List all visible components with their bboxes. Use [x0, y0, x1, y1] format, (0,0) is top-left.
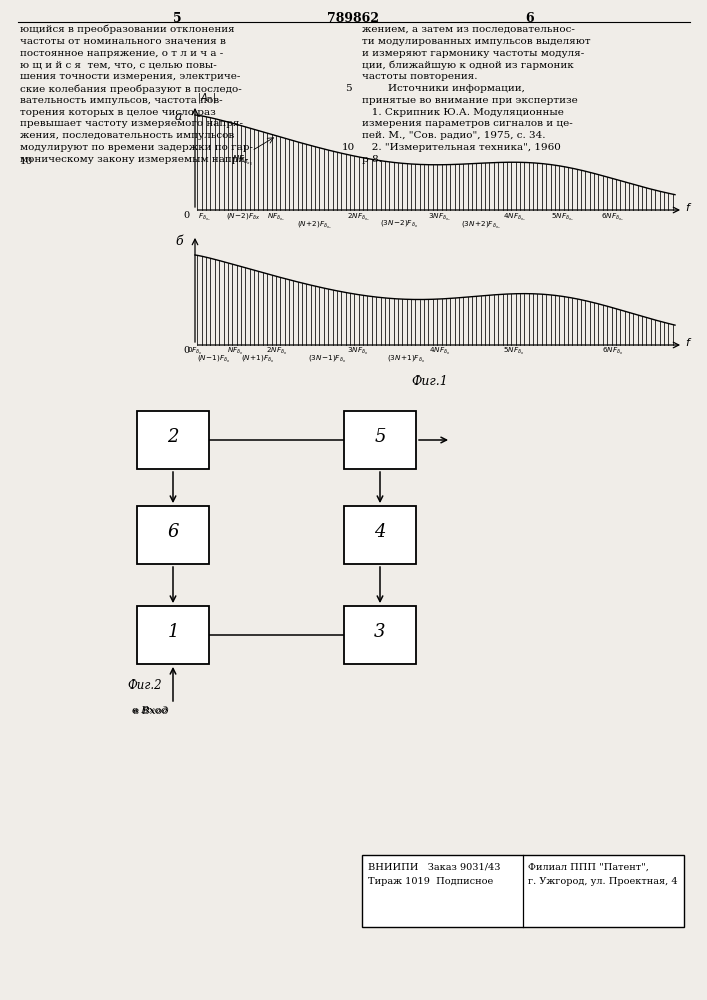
Text: ющийся в преобразовании отклонения: ющийся в преобразовании отклонения: [20, 25, 235, 34]
Bar: [362, 855, 684, 927]
Text: частоты повторения.: частоты повторения.: [362, 72, 477, 81]
Text: 5: 5: [173, 12, 181, 25]
Text: г. Ужгород, ул. Проектная, 4: г. Ужгород, ул. Проектная, 4: [528, 877, 677, 886]
Text: Фиг.2: Фиг.2: [128, 679, 163, 692]
Text: 6: 6: [168, 523, 179, 541]
Text: $2NF_{\delta_{x_0}}$: $2NF_{\delta_{x_0}}$: [346, 211, 370, 223]
Text: в Вход: в Вход: [133, 707, 169, 716]
Text: б: б: [175, 235, 182, 248]
Text: 0: 0: [184, 211, 190, 220]
Text: 2: 2: [168, 428, 179, 446]
Text: измерения параметров сигналов и це-: измерения параметров сигналов и це-: [362, 119, 573, 128]
Bar: [344, 606, 416, 664]
Bar: [137, 411, 209, 469]
Text: торения которых в целое число раз: торения которых в целое число раз: [20, 108, 216, 117]
Text: $(N\!-\!1)F_{\delta_x}$: $(N\!-\!1)F_{\delta_x}$: [197, 354, 231, 365]
Text: 6: 6: [526, 12, 534, 25]
Text: шения точности измерения, электриче-: шения точности измерения, электриче-: [20, 72, 240, 81]
Text: $F_{\delta_{x_0}}$: $F_{\delta_{x_0}}$: [198, 211, 211, 223]
Text: $NF_{\delta_x}$: $NF_{\delta_x}$: [228, 346, 244, 357]
Text: $3NF_{\delta_{x_0}}$: $3NF_{\delta_{x_0}}$: [428, 211, 451, 223]
Text: $6NF_{\delta_x}$: $6NF_{\delta_x}$: [602, 346, 624, 357]
Bar: [137, 506, 209, 564]
Text: $(3N\!+\!1)F_{\delta_x}$: $(3N\!+\!1)F_{\delta_x}$: [387, 354, 426, 365]
Text: $NF_{\delta_{x_0}}$: $NF_{\delta_{x_0}}$: [267, 211, 286, 223]
Text: постоянное напряжение, о т л и ч а -: постоянное напряжение, о т л и ч а -: [20, 49, 223, 58]
Text: $5NF_{\delta_x}$: $5NF_{\delta_x}$: [503, 346, 525, 357]
Text: 4: 4: [374, 523, 386, 541]
Text: 10: 10: [20, 157, 33, 166]
Text: $0F_{\delta_x}$: $0F_{\delta_x}$: [187, 346, 203, 357]
Text: 5: 5: [374, 428, 386, 446]
Text: Фиг.1: Фиг.1: [411, 375, 448, 388]
Text: и измеряют гармонику частоты модуля-: и измеряют гармонику частоты модуля-: [362, 49, 584, 58]
Text: $3NF_{\delta_x}$: $3NF_{\delta_x}$: [348, 346, 369, 357]
Text: Источники информации,: Источники информации,: [362, 84, 525, 93]
Text: $4NF_{\delta_x}$: $4NF_{\delta_x}$: [429, 346, 450, 357]
Text: ции, ближайшую к одной из гармоник: ции, ближайшую к одной из гармоник: [362, 60, 574, 70]
Text: ские колебания преобразуют в последо-: ские колебания преобразуют в последо-: [20, 84, 242, 94]
Text: $f$: $f$: [685, 201, 692, 213]
Bar: [344, 411, 416, 469]
Text: 1: 1: [168, 623, 179, 641]
Text: $(N\!-\!2)F_{\delta x}$: $(N\!-\!2)F_{\delta x}$: [226, 211, 260, 221]
Text: вательность импульсов, частота пов-: вательность импульсов, частота пов-: [20, 96, 223, 105]
Text: а: а: [175, 110, 182, 123]
Text: принятые во внимание при экспертизе: принятые во внимание при экспертизе: [362, 96, 578, 105]
Text: $(N\!+\!2)F_{\delta_{x_0}}$: $(N\!+\!2)F_{\delta_{x_0}}$: [298, 219, 332, 231]
Text: 0: 0: [184, 346, 190, 355]
Text: ти модулированных импульсов выделяют: ти модулированных импульсов выделяют: [362, 37, 590, 46]
Text: $(3N\!+\!2)F_{\delta_{x_0}}$: $(3N\!+\!2)F_{\delta_{x_0}}$: [461, 219, 501, 231]
Text: Тираж 1019  Подписное: Тираж 1019 Подписное: [368, 877, 493, 886]
Text: р 8.: р 8.: [362, 155, 382, 164]
Text: $6NF_{\delta_{x_0}}$: $6NF_{\delta_{x_0}}$: [601, 211, 624, 223]
Text: 1. Скрипник Ю.А. Модуляционные: 1. Скрипник Ю.А. Модуляционные: [362, 108, 564, 117]
Text: жения, последовательность импульсов: жения, последовательность импульсов: [20, 131, 234, 140]
Text: превышает частоту измеряемого напря-: превышает частоту измеряемого напря-: [20, 119, 243, 128]
Text: 789862: 789862: [327, 12, 379, 25]
Text: жением, а затем из последовательнос-: жением, а затем из последовательнос-: [362, 25, 575, 34]
Text: ВНИИПИ   Заказ 9031/43: ВНИИПИ Заказ 9031/43: [368, 863, 501, 872]
Bar: [137, 606, 209, 664]
Text: $5NF_{\delta_{x_0}}$: $5NF_{\delta_{x_0}}$: [551, 211, 573, 223]
Text: $(3N\!-\!2)F_{\delta_x}$: $(3N\!-\!2)F_{\delta_x}$: [380, 219, 418, 230]
Text: $(N\!+\!1)F_{\delta_x}$: $(N\!+\!1)F_{\delta_x}$: [240, 354, 274, 365]
Text: пей. М., "Сов. радио", 1975, с. 34.: пей. М., "Сов. радио", 1975, с. 34.: [362, 131, 546, 140]
Text: 2. "Измерительная техника", 1960: 2. "Измерительная техника", 1960: [362, 143, 561, 152]
Text: $f$: $f$: [685, 336, 692, 348]
Text: 3: 3: [374, 623, 386, 641]
Text: $2NF_{\delta_x}$: $2NF_{\delta_x}$: [266, 346, 287, 357]
Text: ю щ и й с я  тем, что, с целью повы-: ю щ и й с я тем, что, с целью повы-: [20, 60, 217, 69]
Text: моническому закону измеряемым напря-: моническому закону измеряемым напря-: [20, 155, 248, 164]
Text: $NF_{\delta_{x_0}}$: $NF_{\delta_{x_0}}$: [232, 154, 252, 168]
Text: $(3N\!-\!1)F_{\delta_x}$: $(3N\!-\!1)F_{\delta_x}$: [308, 354, 346, 365]
Text: частоты от номинального значения в: частоты от номинального значения в: [20, 37, 226, 46]
Text: $4NF_{\delta_{x_0}}$: $4NF_{\delta_{x_0}}$: [503, 211, 525, 223]
Text: 10: 10: [341, 143, 355, 152]
Text: 5: 5: [345, 84, 351, 93]
Text: $|A_\Pi|$: $|A_\Pi|$: [197, 91, 216, 105]
Bar: [344, 506, 416, 564]
Text: в Вход: в Вход: [132, 706, 168, 715]
Text: модулируют по времени задержки по гар-: модулируют по времени задержки по гар-: [20, 143, 253, 152]
Text: Филиал ППП "Патент",: Филиал ППП "Патент",: [528, 863, 649, 872]
